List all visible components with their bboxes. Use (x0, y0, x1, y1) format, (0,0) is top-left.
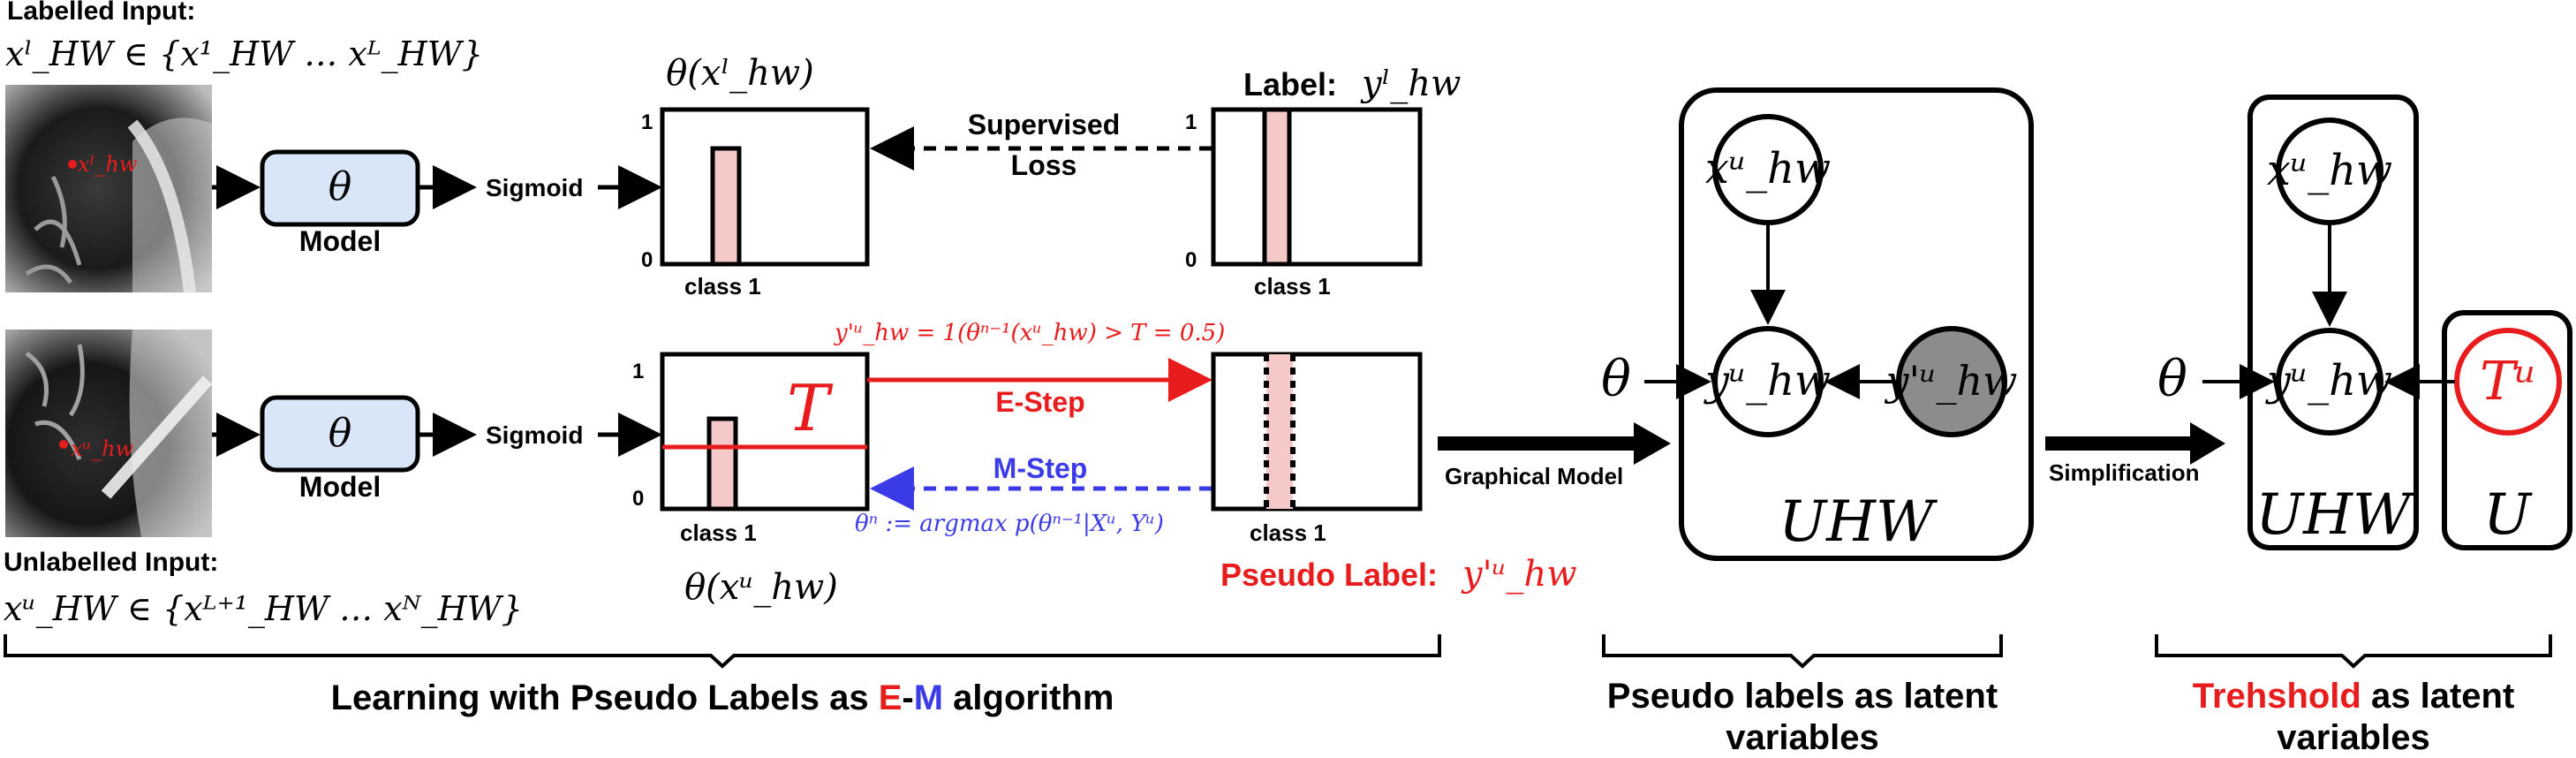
node-y-2-label: yᵘ_hw (2265, 356, 2392, 406)
simplification-arrow (2045, 422, 2225, 465)
prediction-class-label-top: class 1 (684, 273, 761, 299)
supervised-label-1: Supervised (968, 109, 1121, 140)
unlabelled-point-label: xᵘ_hw (71, 436, 134, 461)
node-y-1-label: yᵘ_hw (1703, 356, 1831, 406)
gt-ytick-0-top: 0 (1185, 248, 1197, 272)
prediction-chart-top (660, 107, 870, 267)
labelled-set-expression: xˡ_HW ∈ {x¹_HW … xᴸ_HW} (5, 34, 483, 74)
model-theta-top: θ (329, 164, 352, 209)
estep-label: E-Step (995, 386, 1084, 418)
labelled-ct-image: xˡ_hw (5, 85, 212, 293)
pseudo-chart (1211, 352, 1423, 512)
labelled-point-marker (68, 160, 77, 169)
graphical-model-label: Graphical Model (1445, 463, 1623, 489)
simplification-label: Simplification (2049, 459, 2199, 486)
prediction-ytick-0-bottom: 0 (632, 487, 644, 511)
threshold-symbol: T (787, 371, 834, 445)
plate-uhw-2-label: UHW (2255, 482, 2415, 548)
brace-pseudo (1602, 634, 2003, 669)
prediction-title-bottom: θ(xᵘ_hw) (684, 567, 838, 608)
plate-uhw-1-label: UHW (1779, 489, 1938, 555)
caption-em: Learning with Pseudo Labels as E-M algor… (331, 678, 1114, 717)
mstep-formula: θⁿ := argmax p(θⁿ⁻¹|Xᵘ, Yᵘ) (855, 511, 1164, 537)
gt-bar-top (1262, 107, 1292, 267)
prediction-bar-bottom (706, 416, 738, 512)
graph1-theta: θ (1601, 351, 1631, 408)
prediction-class-label-bottom: class 1 (680, 519, 757, 546)
node-yprime-1-label: y'ᵘ_hw (1885, 357, 2018, 405)
graphical-model-arrow (1438, 422, 1671, 465)
plate-u (2442, 310, 2572, 550)
unlabelled-ct-image: xᵘ_hw (5, 330, 213, 537)
labelled-point-label: xˡ_hw (78, 152, 138, 177)
gt-ytick-1-top: 1 (1185, 110, 1197, 134)
pseudo-label-var: y'ᵘ_hw (1461, 554, 1577, 595)
prediction-ytick-1-bottom: 1 (632, 360, 644, 383)
node-t (2454, 328, 2562, 436)
caption-threshold-2: variables (2277, 718, 2429, 754)
pseudo-bar (1266, 354, 1293, 509)
estep-formula: y'ᵘ_hw = 1(θⁿ⁻¹(xᵘ_hw) > T = 0.5) (834, 320, 1225, 346)
caption-pseudo-1: Pseudo labels as latent (1607, 677, 1998, 716)
sigmoid-label-top: Sigmoid (486, 174, 583, 201)
unlabelled-set-expression: xᵘ_HW ∈ {xᴸ⁺¹_HW … xᴺ_HW} (4, 589, 523, 629)
brace-em (4, 634, 1441, 669)
node-t-label: Tᵘ (2480, 351, 2536, 413)
prediction-title-top: θ(xˡ_hw) (666, 53, 814, 94)
caption-threshold-1: Trehshold as latent (2193, 677, 2515, 716)
sigmoid-label-bottom: Sigmoid (486, 421, 583, 449)
model-theta-bottom: θ (329, 411, 352, 456)
node-x-1-label: xᵘ_hw (1705, 144, 1831, 193)
prediction-bar-top (710, 146, 742, 267)
pseudo-label-prefix: Pseudo Label: (1220, 557, 1438, 593)
unlabelled-point-marker (59, 440, 68, 449)
supervised-label-2: Loss (1011, 149, 1077, 181)
prediction-chart-bottom (660, 352, 870, 512)
pseudo-class-label: class 1 (1250, 519, 1326, 546)
prediction-ytick-0-top: 0 (641, 248, 653, 272)
labelled-input-title: Labelled Input: (7, 0, 195, 26)
node-x-2-label: xᵘ_hw (2267, 146, 2392, 195)
node-y-2 (2276, 328, 2383, 436)
gt-chart-top (1211, 107, 1423, 267)
plate-uhw-1 (1679, 87, 2034, 561)
gt-label-var: yˡ_hw (1360, 64, 1461, 104)
caption-pseudo-2: variables (1726, 718, 1878, 754)
plate-uhw-2 (2247, 95, 2419, 550)
node-y-1 (1712, 326, 1824, 437)
model-label-top: Model (299, 225, 381, 257)
model-label-bottom: Model (299, 471, 381, 503)
brace-threshold (2155, 634, 2552, 669)
graph2-theta: θ (2157, 351, 2187, 408)
unlabelled-input-title: Unlabelled Input: (4, 548, 218, 577)
plate-u-label: U (2483, 482, 2533, 548)
mstep-label: M-Step (993, 452, 1088, 484)
gt-class-label-top: class 1 (1254, 273, 1331, 299)
prediction-ytick-1-top: 1 (641, 110, 653, 134)
gt-label-prefix: Label: (1243, 66, 1337, 102)
